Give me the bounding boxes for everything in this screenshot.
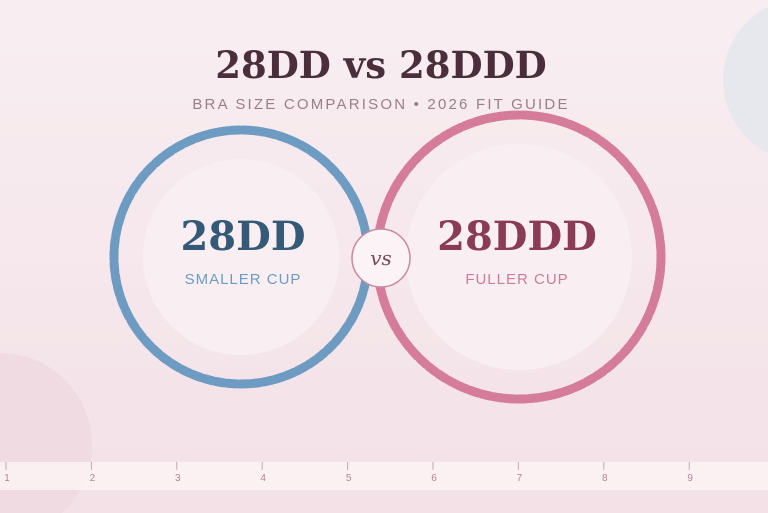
ruler-label: 1 — [4, 473, 10, 484]
ruler-label: 6 — [431, 473, 437, 484]
vs-text: vs — [370, 246, 392, 270]
inner-circle — [143, 159, 339, 355]
ruler — [0, 462, 768, 490]
ruler-label: 2 — [90, 473, 96, 484]
ruler-label: 9 — [687, 473, 693, 484]
inner-circle — [406, 144, 632, 370]
vs-badge — [351, 228, 411, 288]
right-caption: FULLER CUP — [465, 271, 568, 288]
right-size: 28DDD — [437, 213, 597, 260]
ruler-ticks: 1 2 3 4 5 6 7 8 9 — [4, 462, 693, 484]
ruler-label: 5 — [346, 473, 352, 484]
title: 28DD vs 28DDD — [215, 43, 547, 87]
left-size: 28DD — [180, 213, 305, 260]
ruler-label: 3 — [175, 473, 181, 484]
ruler-label: 4 — [260, 473, 266, 484]
subtitle: BRA SIZE COMPARISON • 2026 FIT GUIDE — [192, 96, 569, 113]
left-caption: SMALLER CUP — [185, 271, 302, 288]
decor-circle — [723, 6, 768, 154]
ruler-label: 8 — [602, 473, 608, 484]
ruler-label: 7 — [517, 473, 523, 484]
